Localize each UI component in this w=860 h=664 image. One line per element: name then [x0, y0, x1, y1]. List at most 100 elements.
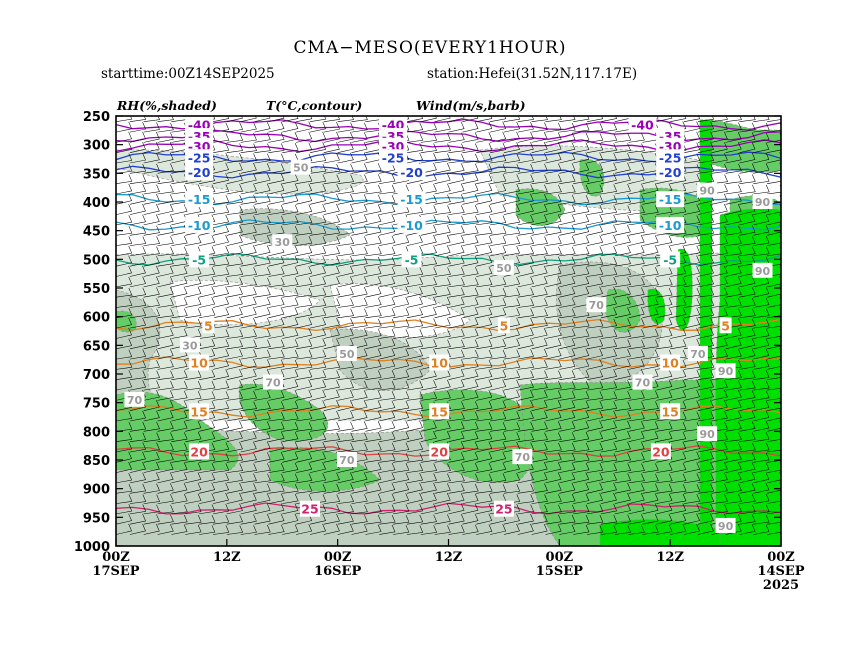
- rh-label: 90: [718, 520, 734, 533]
- y-tick-label: 950: [83, 511, 110, 526]
- isotherm-label: 15: [661, 404, 678, 419]
- rh-label: 90: [755, 265, 771, 278]
- legend: RH(%,shaded) T(°C,contour) Wind(m/s,barb…: [116, 98, 526, 113]
- isotherm-label: 5: [500, 318, 509, 333]
- temperature-labels: -40 -40 -40-35 -35 -35-30 -30 -30-25 -25 -25-20-…: [185, 116, 732, 517]
- x-tick-date: 14SEP: [757, 564, 804, 579]
- isotherm-label-bg: [299, 500, 320, 517]
- isotherm-label-bg: [397, 164, 426, 181]
- y-tick-label: 1000: [74, 540, 110, 555]
- x-tick-date: 16SEP: [314, 564, 361, 579]
- y-tick-label: 850: [83, 454, 110, 469]
- isotherm-label-bg: [719, 317, 732, 334]
- isotherm-label: -10: [659, 218, 682, 233]
- y-tick-label: 700: [83, 368, 110, 383]
- isotherm-label-bg: [185, 191, 214, 208]
- rh-label: 30: [182, 339, 198, 352]
- x-tick-label: 00Z: [102, 550, 130, 565]
- isotherm-label: -20: [400, 165, 423, 180]
- isotherm-label: -20: [188, 165, 211, 180]
- y-tick-label: 750: [83, 397, 110, 412]
- rh-label-bg: [336, 452, 357, 467]
- isotherm-label: 20: [652, 444, 670, 459]
- x-tick-label: 00Z: [767, 550, 795, 565]
- rh-label-bg: [697, 182, 718, 198]
- isotherm-label: -25: [659, 150, 682, 165]
- rh-label: 70: [265, 377, 281, 390]
- isotherm-label-bg: [401, 251, 422, 268]
- rh-label-bg: [586, 297, 607, 313]
- rh-region: [599, 519, 721, 546]
- rh-label-bg: [715, 517, 736, 533]
- y-tick-label: 350: [83, 167, 110, 182]
- isotherm-label: -5: [663, 252, 677, 267]
- isotherm-label-bg: [650, 443, 671, 460]
- isotherm-label-bg: [189, 251, 210, 268]
- isotherm-label: -5: [405, 252, 419, 267]
- isotherm-label: 20: [190, 444, 208, 459]
- rh-label: 90: [699, 185, 715, 198]
- y-tick-label: 300: [83, 139, 110, 154]
- isotherm-label: 15: [190, 404, 207, 419]
- rh-label-bg: [752, 262, 773, 278]
- chart-title: CMA−MESO(EVERY1HOUR): [293, 38, 567, 58]
- isotherm-label: -40: [631, 118, 654, 133]
- rh-label: 90: [755, 196, 771, 209]
- isotherm-label: -15: [188, 192, 211, 207]
- isotherm-label-bg: [656, 164, 685, 181]
- rh-label: 70: [589, 299, 605, 312]
- isotherm-label-bg: [429, 403, 450, 420]
- x-tick-label: 00Z: [324, 550, 352, 565]
- rh-region: [515, 188, 566, 226]
- rh-label: 70: [515, 451, 531, 464]
- y-tick-label: 900: [83, 483, 110, 498]
- x-tick-label: 00Z: [546, 550, 574, 565]
- isotherm-label-bg: [189, 354, 210, 371]
- isotherm-label-bg: [660, 403, 681, 420]
- rh-label-bg: [752, 194, 773, 209]
- rh-label: 50: [293, 162, 309, 175]
- isotherm-label-bg: [429, 354, 450, 371]
- legend-wind: Wind(m/s,barb): [416, 98, 526, 113]
- isotherm-label: -10: [400, 218, 423, 233]
- isotherm-label: -25: [382, 150, 405, 165]
- rh-label: 70: [127, 394, 143, 407]
- rh-label: 90: [718, 365, 734, 378]
- isotherm-label-bg: [185, 216, 214, 233]
- legend-temp: T(°C,contour): [266, 98, 362, 113]
- isotherm-label: -15: [659, 192, 682, 207]
- isotherm-label: 10: [190, 356, 208, 371]
- rh-label-bg: [512, 449, 533, 465]
- x-tick-date: 17SEP: [92, 564, 139, 579]
- isotherm-label: -10: [188, 218, 211, 233]
- x-tick-label: 12Z: [213, 550, 241, 565]
- rh-label-bg: [179, 337, 200, 353]
- rh-label-bg: [632, 374, 653, 390]
- rh-label: 70: [690, 348, 706, 361]
- rh-label: 70: [635, 377, 651, 390]
- isotherm-label: -20: [659, 165, 682, 180]
- isotherm-label-bg: [660, 251, 681, 268]
- isotherm-label-bg: [656, 149, 685, 166]
- isotherm-label-bg: [493, 500, 514, 517]
- isotherm-label: 25: [301, 502, 318, 517]
- isotherm-label-bg: [497, 317, 510, 334]
- x-tick-label: 12Z: [656, 550, 684, 565]
- x-tick-date: 15SEP: [536, 564, 583, 579]
- rh-region: [579, 158, 605, 197]
- y-tick-label: 250: [83, 110, 110, 125]
- isotherm-label-bg: [185, 149, 214, 166]
- legend-rh: RH(%,shaded): [116, 98, 217, 113]
- y-tick-label: 550: [83, 282, 110, 297]
- isotherm-label: 5: [204, 318, 213, 333]
- station-label: station:Hefei(31.52N,117.17E): [427, 66, 638, 82]
- rh-label-bg: [336, 345, 357, 361]
- isotherm-label: -25: [188, 150, 211, 165]
- rh-label: 90: [699, 428, 715, 441]
- isotherm-label-bg: [429, 443, 450, 460]
- isotherm-label-bg: [202, 317, 215, 334]
- isotherm-label-bg: [660, 354, 681, 371]
- isotherm-label-bg: [628, 116, 657, 133]
